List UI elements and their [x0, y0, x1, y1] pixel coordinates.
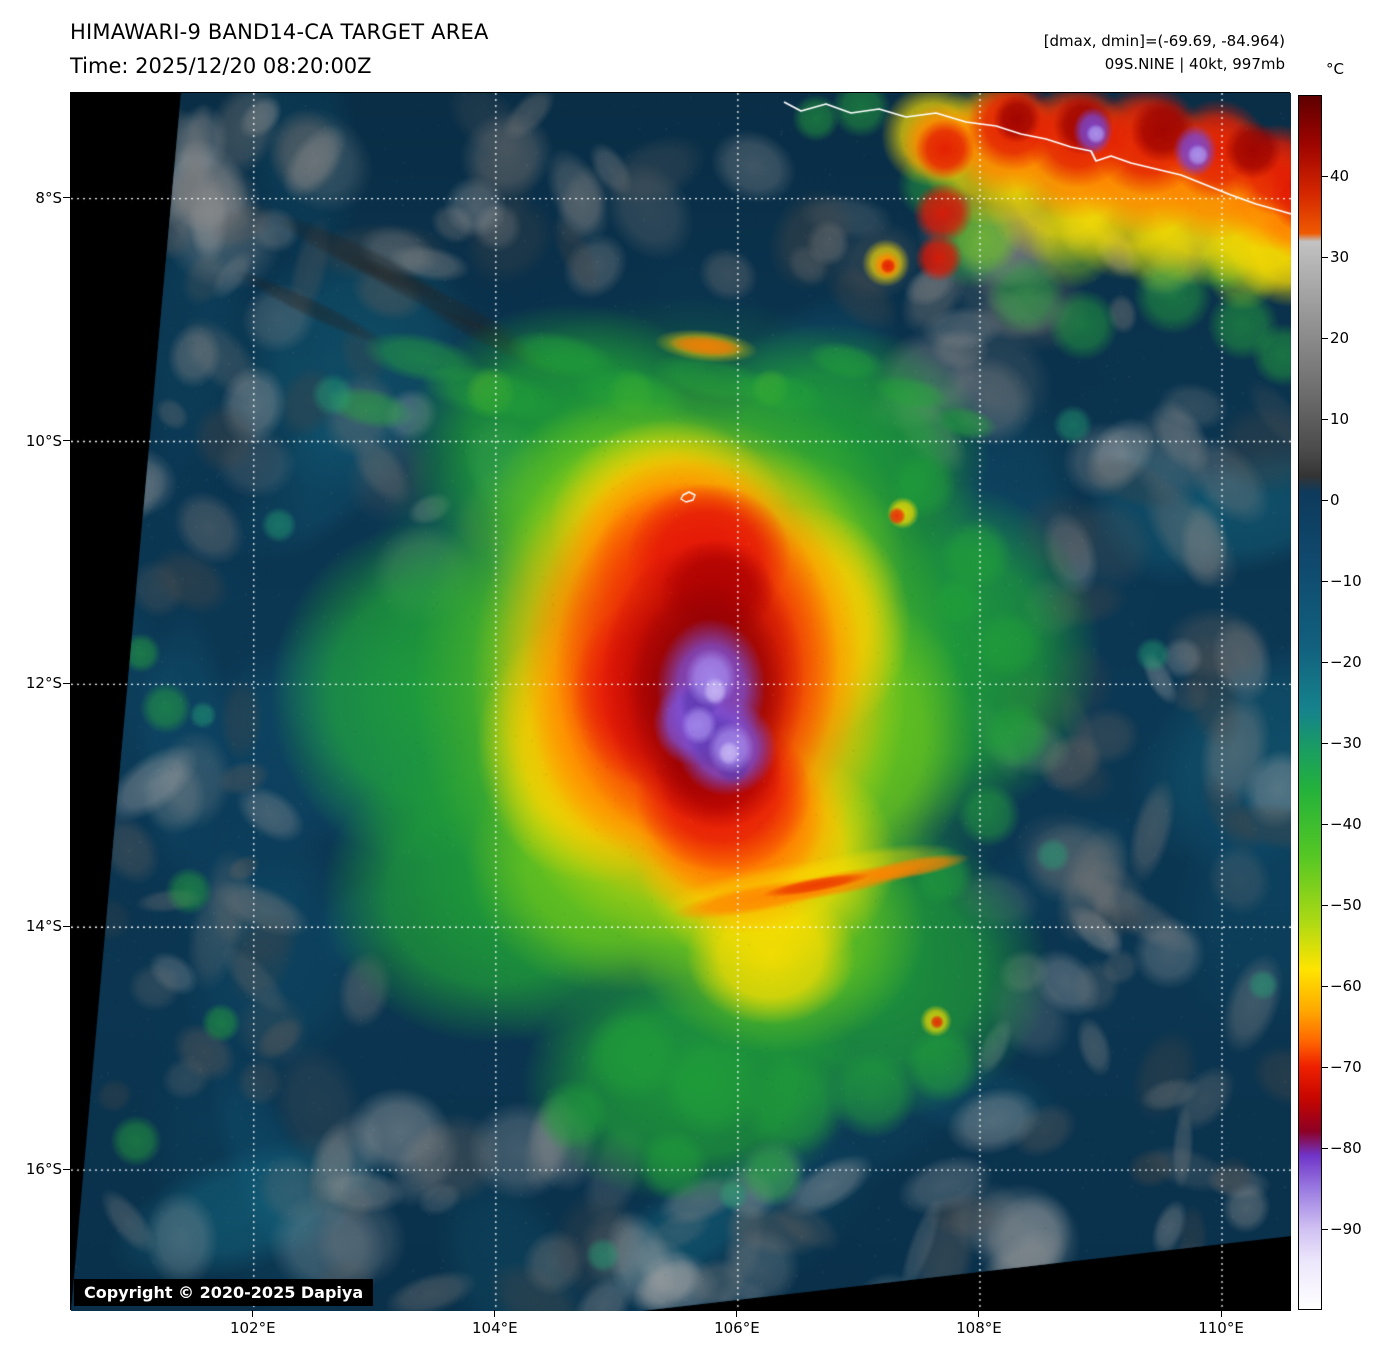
lat-tick-label: 8°S [35, 188, 62, 207]
lat-tick-mark [63, 1168, 70, 1170]
lat-tick-label: 14°S [25, 917, 62, 936]
colorbar-tick-label: −90 [1330, 1220, 1362, 1238]
colorbar-tick-label: −30 [1330, 734, 1362, 752]
colorbar-tick-label: −80 [1330, 1139, 1362, 1157]
satellite-map: Copyright © 2020-2025 Dapiya [70, 92, 1291, 1311]
colorbar-tick-mark [1322, 904, 1328, 906]
satellite-ir-imagery-canvas [71, 93, 1291, 1311]
colorbar-tick-label: 40 [1330, 167, 1350, 185]
colorbar-tick-mark [1322, 337, 1328, 339]
lat-tick-label: 12°S [25, 674, 62, 693]
colorbar-tick-label: 10 [1330, 410, 1350, 428]
lon-tick-label: 106°E [714, 1319, 760, 1337]
colorbar-tick-mark [1322, 1228, 1328, 1230]
colorbar-tick-mark [1322, 175, 1328, 177]
lon-tick-mark [978, 1310, 980, 1317]
lon-tick-mark [252, 1310, 254, 1317]
lat-tick-mark [63, 197, 70, 199]
colorbar-tick-label: 0 [1330, 491, 1340, 509]
lon-tick-mark [494, 1310, 496, 1317]
colorbar-tick-label: −50 [1330, 896, 1362, 914]
colorbar-tick-mark [1322, 418, 1328, 420]
storm-id-intensity: 09S.NINE | 40kt, 997mb [1104, 55, 1285, 73]
figure-title: HIMAWARI-9 BAND14-CA TARGET AREA [70, 20, 489, 44]
colorbar-tick-label: −60 [1330, 977, 1362, 995]
colorbar-tick-label: −40 [1330, 815, 1362, 833]
colorbar [1298, 95, 1322, 1310]
lat-tick-mark [63, 440, 70, 442]
figure-timestamp: Time: 2025/12/20 08:20:00Z [70, 54, 372, 78]
colorbar-tick-mark [1322, 742, 1328, 744]
colorbar-tick-mark [1322, 985, 1328, 987]
colorbar-tick-mark [1322, 661, 1328, 663]
copyright-badge: Copyright © 2020-2025 Dapiya [74, 1279, 374, 1306]
lat-tick-mark [63, 682, 70, 684]
colorbar-tick-mark [1322, 1066, 1328, 1068]
lon-tick-label: 104°E [472, 1319, 518, 1337]
colorbar-tick-mark [1322, 1147, 1328, 1149]
colorbar-tick-label: −70 [1330, 1058, 1362, 1076]
lon-tick-label: 110°E [1198, 1319, 1244, 1337]
lon-tick-mark [736, 1310, 738, 1317]
dmax-dmin-readout: [dmax, dmin]=(-69.69, -84.964) [1043, 32, 1285, 50]
lon-tick-mark [1220, 1310, 1222, 1317]
colorbar-tick-label: −10 [1330, 572, 1362, 590]
colorbar-unit-label: °C [1326, 60, 1344, 78]
colorbar-tick-mark [1322, 256, 1328, 258]
lat-tick-label: 16°S [25, 1160, 62, 1179]
colorbar-tick-mark [1322, 499, 1328, 501]
colorbar-tick-label: 30 [1330, 248, 1350, 266]
colorbar-tick-mark [1322, 823, 1328, 825]
lon-tick-label: 108°E [956, 1319, 1002, 1337]
lat-tick-mark [63, 925, 70, 927]
colorbar-tick-mark [1322, 580, 1328, 582]
lon-tick-label: 102°E [229, 1319, 276, 1337]
colorbar-tick-label: 20 [1330, 329, 1350, 347]
lat-tick-label: 10°S [25, 431, 62, 450]
colorbar-tick-label: −20 [1330, 653, 1362, 671]
